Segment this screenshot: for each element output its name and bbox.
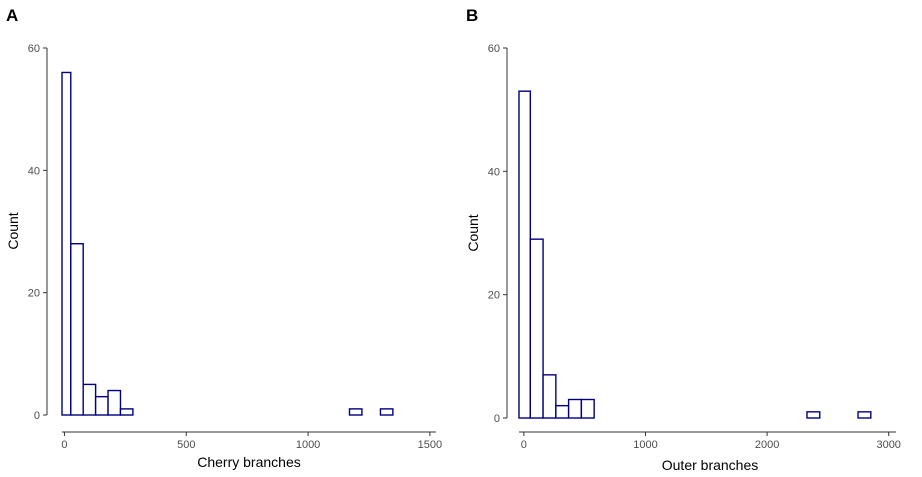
x-axis: 0 500 1000 1500: [61, 431, 442, 451]
histogram-bar: [555, 404, 570, 419]
x-axis-title: Cherry branches: [197, 454, 301, 470]
histogram-bar: [580, 398, 595, 419]
x-tick-label: 500: [177, 439, 195, 451]
x-tick-label: 1000: [296, 439, 320, 451]
histogram-bar: [94, 395, 109, 416]
histogram-bar: [61, 71, 72, 416]
histogram-bar: [542, 374, 557, 419]
histogram-bar: [857, 411, 872, 419]
y-axis: 0 20 40 60: [28, 43, 48, 422]
histogram-bar: [806, 411, 821, 419]
x-axis-title: Outer branches: [662, 457, 759, 473]
histogram-bar: [529, 238, 544, 419]
y-tick-label: 40: [488, 166, 500, 178]
panel-letter: B: [466, 6, 478, 25]
histogram-bars: [518, 90, 872, 419]
x-tick-label: 1500: [418, 439, 442, 451]
histogram-bar: [82, 383, 97, 416]
panel-b: B Count Outer branches 0 1000 2000 3000 0 20…: [465, 6, 901, 473]
histogram-bar: [379, 408, 394, 416]
x-tick-label: 2000: [755, 439, 779, 451]
y-tick-label: 60: [28, 43, 40, 55]
histogram-bars: [61, 71, 394, 416]
y-tick-label: 20: [488, 290, 500, 302]
histogram-bar: [348, 408, 363, 416]
x-tick-label: 3000: [876, 439, 900, 451]
y-axis-title: Count: [5, 212, 21, 249]
y-axis-title: Count: [465, 214, 481, 251]
histogram-bar: [70, 243, 84, 416]
x-tick-label: 1000: [633, 439, 657, 451]
panel-a: A Count Cherry branches 0 500 1000 1500 0 20…: [5, 6, 442, 470]
x-tick-label: 0: [521, 439, 527, 451]
histogram-bar: [567, 398, 583, 419]
y-tick-label: 40: [28, 165, 40, 177]
y-axis: 0 20 40 60: [488, 43, 508, 425]
x-axis: 0 1000 2000 3000: [519, 431, 901, 451]
panel-letter: A: [6, 6, 18, 25]
y-tick-label: 0: [494, 413, 500, 425]
x-tick-label: 0: [61, 439, 67, 451]
histogram-bar: [119, 408, 134, 416]
histogram-bar: [518, 90, 532, 419]
histogram-bar: [107, 389, 122, 416]
y-tick-label: 0: [34, 410, 40, 422]
y-tick-label: 20: [28, 288, 40, 300]
y-tick-label: 60: [488, 43, 500, 55]
